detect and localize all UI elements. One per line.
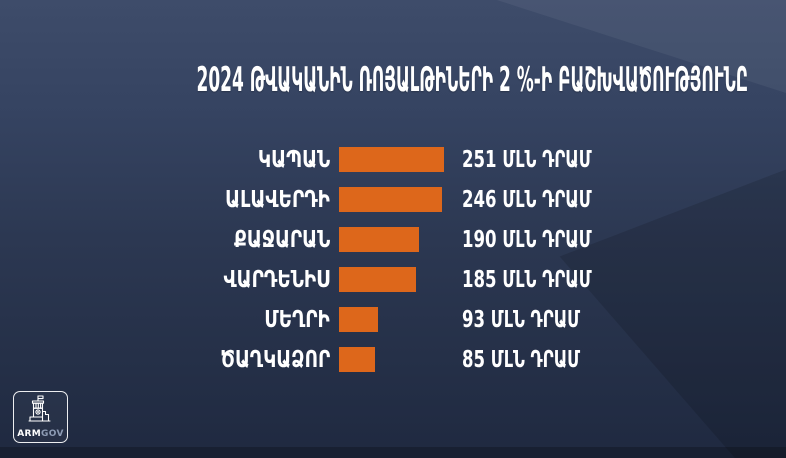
armgov-wordmark: ARMGOV <box>17 430 63 439</box>
value-label: 251 ՄԼՆ ԴՐԱՄ <box>462 146 592 173</box>
background-bottom-strip <box>0 447 786 458</box>
value-label: 190 ՄԼՆ ԴՐԱՄ <box>462 226 592 253</box>
category-label: ԾԱՂԿԱՁՈՐ <box>220 346 330 373</box>
chart-row: ՔԱՋԱՐԱՆ 190 ՄԼՆ ԴՐԱՄ <box>0 226 786 253</box>
armgov-wordmark-gov: GOV <box>41 429 64 439</box>
bar <box>339 347 375 372</box>
bar <box>339 307 378 332</box>
chart-row: ԾԱՂԿԱՁՈՐ 85 ՄԼՆ ԴՐԱՄ <box>0 346 786 373</box>
bar-chart: ԿԱՊԱՆ 251 ՄԼՆ ԴՐԱՄ ԱԼԱՎԵՐԴԻ 246 ՄԼՆ ԴՐԱՄ… <box>0 147 786 387</box>
bar <box>339 267 417 292</box>
bar <box>339 147 444 172</box>
chart-row: ՄԵՂՐԻ 93 ՄԼՆ ԴՐԱՄ <box>0 306 786 333</box>
chart-row: ԱԼԱՎԵՐԴԻ 246 ՄԼՆ ԴՐԱՄ <box>0 186 786 213</box>
value-label: 246 ՄԼՆ ԴՐԱՄ <box>462 186 592 213</box>
category-label: ԱԼԱՎԵՐԴԻ <box>225 186 330 213</box>
category-label: ՔԱՋԱՐԱՆ <box>233 226 330 253</box>
chart-title: 2024 ԹՎԱԿԱՆԻՆ ՌՈՅԱԼԹԻՆԵՐԻ 2 %-Ի ԲԱՇԽՎԱԾՈ… <box>196 60 748 100</box>
armgov-logo: ARMGOV <box>13 391 68 443</box>
bar <box>339 187 442 212</box>
armgov-wordmark-arm: ARM <box>17 429 42 439</box>
value-label: 93 ՄԼՆ ԴՐԱՄ <box>462 306 581 333</box>
chart-row: ԿԱՊԱՆ 251 ՄԼՆ ԴՐԱՄ <box>0 146 786 173</box>
category-label: ՄԵՂՐԻ <box>264 306 330 333</box>
value-label: 185 ՄԼՆ ԴՐԱՄ <box>462 266 592 293</box>
category-label: ԿԱՊԱՆ <box>257 146 330 173</box>
chart-row: ՎԱՐԴԵՆԻՍ 185 ՄԼՆ ԴՐԱՄ <box>0 266 786 293</box>
government-building-icon <box>24 395 58 431</box>
bar <box>339 227 419 252</box>
category-label: ՎԱՐԴԵՆԻՍ <box>223 266 330 293</box>
value-label: 85 ՄԼՆ ԴՐԱՄ <box>462 346 581 373</box>
